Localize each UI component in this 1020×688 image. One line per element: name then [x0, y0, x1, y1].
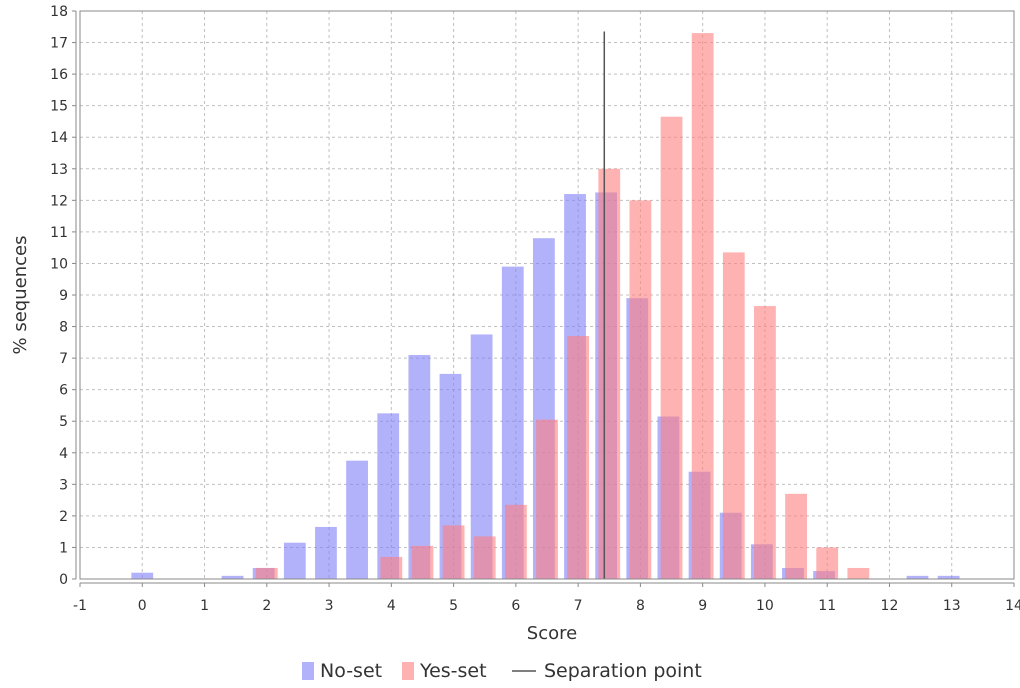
- bar-yes-set: [598, 168, 621, 579]
- bar-yes-set: [754, 306, 776, 579]
- bar-yes-set: [504, 504, 527, 579]
- y-tick-label: 14: [50, 130, 68, 146]
- y-tick-label: 2: [59, 509, 68, 525]
- legend-label-separation-point: Separation point: [544, 660, 702, 682]
- bar-yes-set: [473, 536, 496, 579]
- bar-yes-set: [411, 545, 434, 579]
- bar-no-set: [346, 460, 368, 579]
- bar-no-set: [937, 575, 960, 579]
- y-tick-label: 8: [59, 320, 68, 336]
- y-tick-label: 5: [59, 414, 68, 430]
- x-axis-title: Score: [527, 623, 577, 644]
- legend-label-yes-set: Yes-set: [419, 660, 487, 682]
- legend-swatch-no-set: [302, 662, 314, 680]
- bar-no-set: [470, 334, 493, 579]
- y-tick-label: 1: [59, 540, 68, 556]
- bar-yes-set: [816, 547, 839, 579]
- bar-yes-set: [847, 567, 870, 579]
- x-tick-label: 1: [200, 598, 209, 614]
- x-tick-label: 10: [756, 598, 774, 614]
- y-tick-label: 6: [59, 383, 68, 399]
- bar-yes-set: [380, 556, 403, 579]
- x-tick-label: -1: [73, 598, 87, 614]
- x-tick-label: 4: [387, 598, 396, 614]
- y-axis-title: % sequences: [10, 236, 31, 355]
- x-tick-label: 6: [511, 598, 520, 614]
- x-tick-label: 5: [449, 598, 458, 614]
- y-tick-label: 0: [59, 572, 68, 588]
- x-tick-label: 13: [943, 598, 961, 614]
- bar-no-set: [221, 575, 244, 579]
- x-tick-label: 12: [881, 598, 899, 614]
- bar-yes-set: [255, 567, 278, 579]
- bar-no-set: [906, 575, 929, 579]
- bar-yes-set: [567, 336, 590, 579]
- x-tick-label: 9: [698, 598, 707, 614]
- legend: No-set Yes-set Separation point: [302, 660, 702, 682]
- bar-no-set: [408, 354, 431, 579]
- legend-label-no-set: No-set: [320, 660, 382, 682]
- y-tick-label: 13: [50, 162, 68, 178]
- bar-no-set: [283, 542, 306, 579]
- x-tick-label: 7: [574, 598, 583, 614]
- bar-yes-set: [629, 200, 652, 580]
- bar-no-set: [131, 572, 154, 579]
- y-tick-label: 17: [50, 36, 68, 52]
- x-tick-label: 3: [325, 598, 334, 614]
- y-tick-label: 3: [59, 477, 68, 493]
- bar-yes-set: [660, 116, 683, 579]
- bar-yes-set: [691, 33, 714, 580]
- x-tick-label: 11: [818, 598, 836, 614]
- bar-no-set: [315, 526, 337, 579]
- x-tick-label: 2: [262, 598, 271, 614]
- x-tick-label: 14: [1005, 598, 1020, 614]
- y-tick-label: 10: [50, 256, 68, 272]
- bar-no-set: [501, 266, 524, 579]
- legend-swatch-yes-set: [402, 662, 414, 680]
- y-tick-label: 12: [50, 193, 68, 209]
- y-tick-label: 18: [50, 4, 68, 20]
- bar-no-set: [377, 413, 400, 579]
- y-tick-label: 15: [50, 99, 68, 115]
- bar-yes-set: [722, 252, 745, 579]
- bar-yes-set: [536, 419, 558, 579]
- bar-yes-set: [442, 525, 465, 579]
- bar-yes-set: [785, 493, 807, 579]
- x-tick-label: 8: [636, 598, 645, 614]
- plot-border: [79, 10, 1015, 580]
- y-tick-label: 11: [50, 225, 68, 241]
- y-tick-label: 9: [59, 288, 68, 304]
- y-tick-label: 4: [59, 446, 68, 462]
- y-tick-label: 7: [59, 351, 68, 367]
- y-tick-label: 16: [50, 67, 68, 83]
- x-tick-label: 0: [138, 598, 147, 614]
